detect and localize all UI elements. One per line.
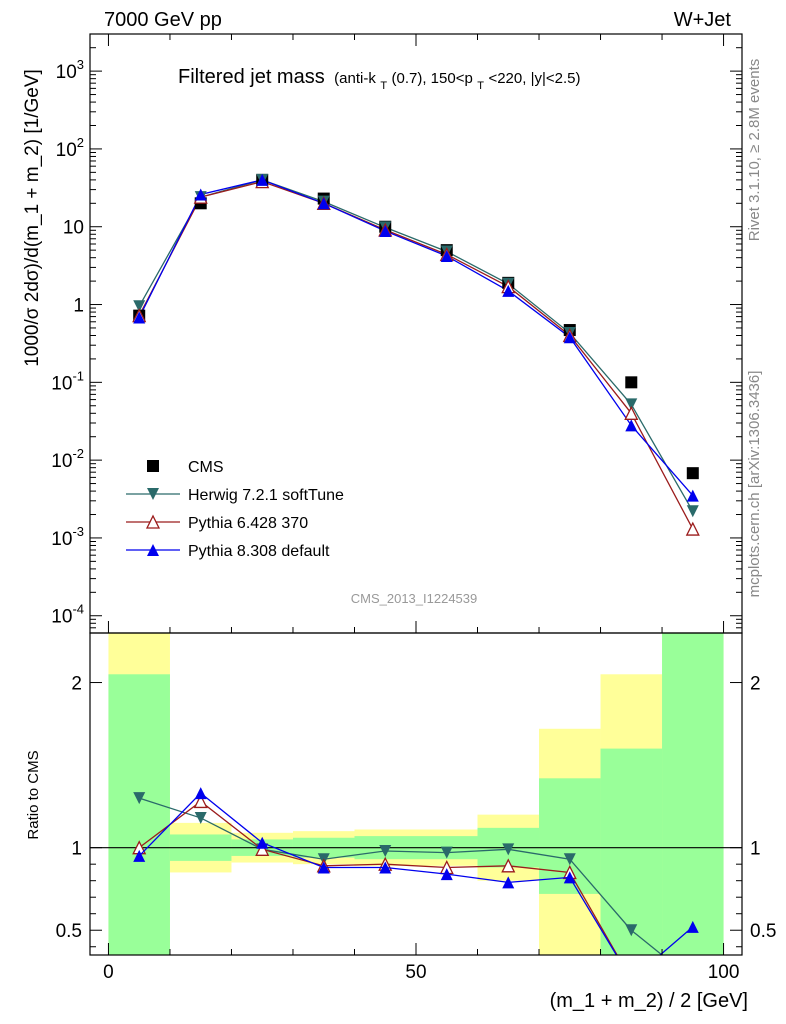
ratio-point-herwig-7-2-1-softtune-4 bbox=[379, 844, 392, 857]
y-axis-label-ratio: Ratio to CMS bbox=[25, 750, 42, 839]
ratio-line-pythia-8-308-default bbox=[138, 792, 694, 955]
ratio-point-pythia-6-428-370-6 bbox=[501, 858, 516, 873]
ratio-point-pythia-8-308-default-5 bbox=[440, 868, 453, 881]
y-tick-label-ratio-right: 2 bbox=[750, 674, 761, 695]
y-tick-label-main: 10-3 bbox=[51, 524, 84, 550]
ratio-point-herwig-7-2-1-softtune-0 bbox=[133, 792, 146, 805]
ratio-line-herwig-7-2-1-softtune bbox=[139, 797, 664, 955]
point-cms-9 bbox=[686, 467, 699, 480]
point-pythia-8-308-default-1 bbox=[194, 188, 207, 201]
point-pythia-8-308-default-7 bbox=[563, 331, 576, 344]
point-pythia-8-308-default-0 bbox=[133, 311, 146, 324]
y-tick-label-ratio-left: 1 bbox=[71, 839, 82, 860]
ratio-point-pythia-8-308-default-1 bbox=[194, 787, 207, 800]
point-pythia-8-308-default-9 bbox=[686, 489, 699, 502]
legend-label-cms: CMS bbox=[188, 459, 224, 476]
analysis-id: CMS_2013_I1224539 bbox=[351, 591, 478, 606]
ratio-point-pythia-6-428-370-1 bbox=[193, 793, 208, 809]
point-pythia-8-308-default-6 bbox=[502, 284, 515, 297]
y-tick-label-ratio-left: 2 bbox=[71, 674, 82, 695]
mcplots-label: mcplots.cern.ch [arXiv:1306.3436] bbox=[746, 371, 763, 598]
point-pythia-8-308-default-8 bbox=[625, 419, 638, 432]
x-axis-label: (m_1 + m_2) / 2 [GeV] bbox=[550, 990, 748, 1012]
y-tick-label-main: 10-4 bbox=[51, 602, 84, 628]
y-tick-label-main: 103 bbox=[56, 57, 84, 83]
ratio-point-pythia-8-308-default-9 bbox=[686, 920, 699, 933]
legend-marker-pythia-8-308-default bbox=[147, 544, 159, 556]
plot-title-detail-1: (anti-k bbox=[334, 70, 376, 87]
ratio-point-pythia-8-308-default-3 bbox=[317, 861, 330, 874]
plot-title-main: Filtered jet mass bbox=[178, 66, 325, 88]
ratio-point-herwig-7-2-1-softtune-1 bbox=[194, 811, 207, 824]
point-pythia-6-428-370-9 bbox=[685, 521, 700, 536]
band-green-0 bbox=[108, 674, 170, 955]
ratio-point-pythia-8-308-default-0 bbox=[133, 849, 146, 862]
line-herwig-7-2-1-softtune bbox=[138, 179, 694, 512]
legend-marker-herwig-7-2-1-softtune bbox=[147, 488, 159, 500]
x-tick-label: 50 bbox=[405, 962, 426, 983]
rivet-label: Rivet 3.1.10, ≥ 2.8M events bbox=[746, 59, 763, 242]
ratio-point-pythia-8-308-default-4 bbox=[379, 861, 392, 874]
y-axis-label-main: 1000/σ 2dσ)/d(m_1 + m_2) [1/GeV] bbox=[22, 69, 43, 367]
y-tick-label-ratio-left: 0.5 bbox=[56, 921, 82, 942]
point-pythia-6-428-370-8 bbox=[624, 405, 639, 420]
point-cms-8 bbox=[625, 376, 638, 389]
legend-label-pythia-8-308-default: Pythia 8.308 default bbox=[188, 543, 330, 560]
plot-title-detail-5: <220, |y|<2.5) bbox=[488, 70, 580, 87]
band-green-8 bbox=[600, 748, 663, 955]
x-tick-label: 0 bbox=[103, 962, 114, 983]
energy-label: 7000 GeV pp bbox=[104, 9, 222, 31]
ratio-point-herwig-7-2-1-softtune-8 bbox=[625, 924, 638, 937]
ratio-series-group bbox=[132, 787, 699, 955]
process-label: W+Jet bbox=[674, 9, 732, 31]
plot-title-detail-4: T bbox=[477, 80, 484, 92]
ratio-point-pythia-6-428-370-2 bbox=[255, 841, 270, 856]
legend-marker-cms bbox=[147, 460, 159, 472]
y-tick-label-main: 10-1 bbox=[51, 368, 84, 394]
x-tick-label: 100 bbox=[708, 962, 740, 983]
ratio-line-pythia-6-428-370 bbox=[138, 800, 618, 955]
point-herwig-7-2-1-softtune-9 bbox=[686, 505, 699, 518]
legend-marker-pythia-6-428-370 bbox=[145, 514, 161, 529]
line-pythia-8-308-default bbox=[138, 179, 694, 497]
line-pythia-6-428-370 bbox=[138, 180, 694, 530]
y-tick-label-ratio-right: 0.5 bbox=[750, 921, 776, 942]
band-green-9 bbox=[662, 633, 724, 955]
y-tick-label-main: 1 bbox=[73, 296, 84, 317]
ratio-point-herwig-7-2-1-softtune-5 bbox=[440, 846, 453, 859]
point-pythia-8-308-default-4 bbox=[379, 225, 392, 238]
point-pythia-8-308-default-5 bbox=[440, 250, 453, 263]
y-tick-label-main: 102 bbox=[56, 135, 84, 161]
y-tick-label-main: 10-2 bbox=[51, 446, 84, 472]
ratio-point-herwig-7-2-1-softtune-7 bbox=[563, 853, 576, 866]
plot-title-detail-2: T bbox=[380, 80, 387, 92]
point-pythia-8-308-default-3 bbox=[317, 197, 330, 210]
ratio-point-herwig-7-2-1-softtune-6 bbox=[502, 843, 515, 856]
plot-title: Filtered jet mass (anti-k T (0.7), 150<p… bbox=[178, 66, 580, 93]
ratio-point-pythia-8-308-default-7 bbox=[563, 871, 576, 884]
legend-label-herwig-7-2-1-softtune: Herwig 7.2.1 softTune bbox=[188, 487, 344, 504]
point-herwig-7-2-1-softtune-8 bbox=[625, 398, 638, 411]
point-herwig-7-2-1-softtune-0 bbox=[133, 300, 146, 313]
y-tick-label-main: 10 bbox=[63, 218, 84, 239]
y-tick-label-ratio-right: 1 bbox=[750, 839, 761, 860]
point-pythia-8-308-default-2 bbox=[256, 173, 269, 186]
plot-title-detail-3: (0.7), 150<p bbox=[392, 70, 473, 87]
legend-label-pythia-6-428-370: Pythia 6.428 370 bbox=[188, 515, 308, 532]
ratio-point-pythia-8-308-default-6 bbox=[502, 876, 515, 889]
ratio-point-pythia-8-308-default-2 bbox=[256, 836, 269, 849]
